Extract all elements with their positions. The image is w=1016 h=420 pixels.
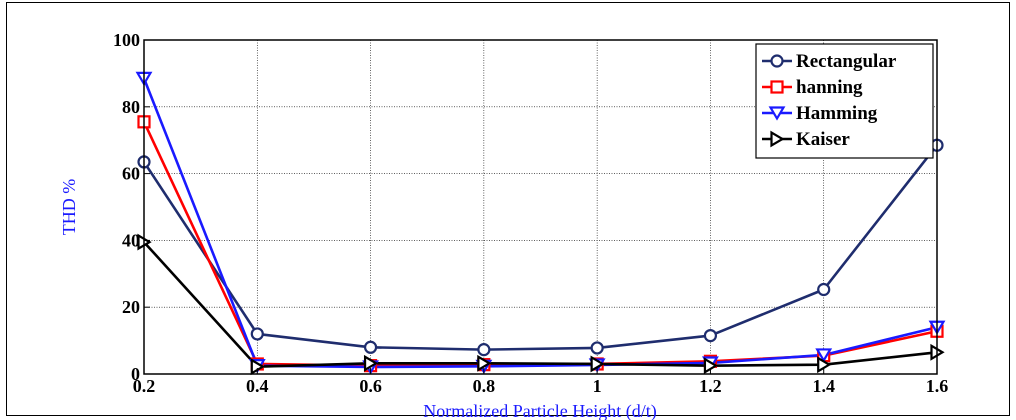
x-tick-label: 0.4 xyxy=(246,376,269,396)
legend-marker-kaiser xyxy=(770,130,785,148)
x-tick-label: 1.2 xyxy=(699,376,722,396)
x-tick-label: 1 xyxy=(593,376,602,396)
legend-label-hanning: hanning xyxy=(796,77,863,98)
series-line-rectangular xyxy=(142,144,939,351)
x-tick-label: 1.6 xyxy=(926,376,949,396)
x-tick-label: 0.2 xyxy=(133,376,156,396)
legend-marker-hamming xyxy=(768,106,786,121)
data-point-rectangular xyxy=(363,340,378,354)
y-tick-label: 80 xyxy=(122,97,140,117)
data-point-kaiser xyxy=(477,354,492,372)
x-axis-label: Normalized Particle Height (d/t) xyxy=(423,401,656,420)
y-tick-label: 0 xyxy=(131,364,140,384)
y-axis-label: THD % xyxy=(59,179,79,236)
data-point-kaiser xyxy=(590,355,605,373)
data-point-kaiser xyxy=(363,354,379,372)
x-tick-label: 1.4 xyxy=(812,376,835,396)
series-lines xyxy=(142,77,939,369)
x-tick-label: 0.6 xyxy=(359,376,382,396)
legend: Rectangular hanning Hamming Kaiser xyxy=(755,43,934,159)
x-tick-label: 0.8 xyxy=(473,376,496,396)
x-axis-ticks: 0.2 0.4 0.6 0.8 1 1.2 1.4 1.6 xyxy=(133,368,949,396)
data-point-rectangular xyxy=(817,282,831,297)
legend-marker-rectangular xyxy=(770,54,784,68)
legend-label-kaiser: Kaiser xyxy=(796,129,850,150)
data-point-hamming xyxy=(815,348,833,363)
y-tick-label: 100 xyxy=(113,30,140,50)
data-point-rectangular xyxy=(703,328,718,343)
legend-label-hamming: Hamming xyxy=(796,103,878,124)
data-point-rectangular xyxy=(477,343,491,357)
y-tick-label: 40 xyxy=(122,230,140,250)
legend-label-rectangular: Rectangular xyxy=(796,51,897,72)
data-point-kaiser xyxy=(817,356,832,374)
y-tick-label: 60 xyxy=(122,164,140,184)
series-line-kaiser xyxy=(143,241,938,368)
y-tick-label: 20 xyxy=(122,297,140,317)
legend-marker-hanning xyxy=(770,80,784,94)
y-axis-ticks: 0 20 40 60 80 100 xyxy=(113,30,150,384)
plot-area-border xyxy=(143,39,938,375)
data-point-rectangular xyxy=(250,327,264,341)
data-point-rectangular xyxy=(590,341,604,355)
